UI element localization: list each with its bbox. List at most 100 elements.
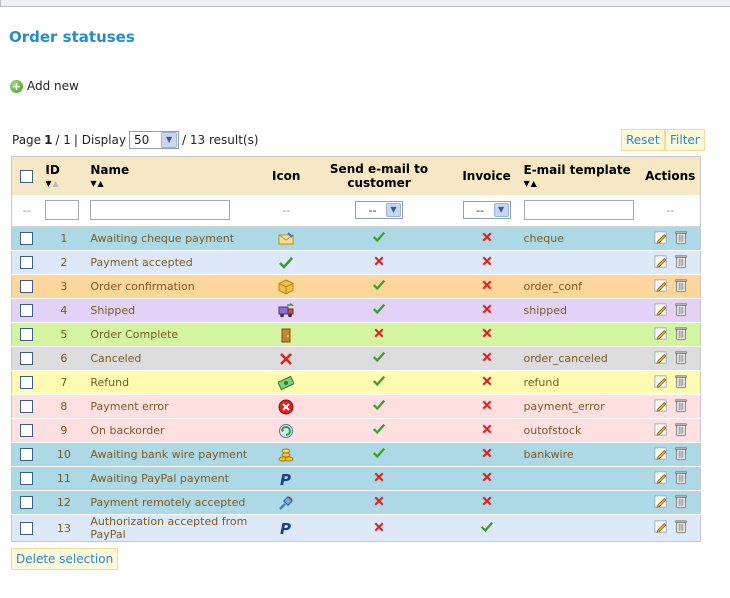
- row-checkbox[interactable]: [20, 496, 34, 510]
- select-all-checkbox[interactable]: [20, 169, 34, 183]
- table-row[interactable]: 11 Awaiting PayPal payment P: [11, 466, 701, 491]
- row-send-email[interactable]: [304, 250, 454, 275]
- trash-icon[interactable]: [674, 446, 688, 464]
- table-row[interactable]: 6 Canceled order_canceled: [11, 346, 701, 371]
- filter-invoice-select[interactable]: -- ▼: [462, 201, 511, 220]
- trash-icon[interactable]: [674, 254, 688, 272]
- filter-button[interactable]: Filter: [665, 129, 705, 151]
- row-template: bankwire: [519, 442, 641, 467]
- row-send-email[interactable]: [304, 226, 454, 251]
- row-invoice[interactable]: [453, 490, 520, 515]
- chevron-down-icon[interactable]: ▼: [493, 203, 509, 218]
- row-send-email[interactable]: [304, 298, 454, 323]
- reset-button[interactable]: Reset: [621, 129, 665, 151]
- delete-selection-button[interactable]: Delete selection: [11, 548, 119, 570]
- edit-icon[interactable]: [653, 254, 668, 272]
- row-invoice[interactable]: [453, 274, 520, 299]
- trash-icon[interactable]: [674, 470, 688, 488]
- sort-arrows[interactable]: ▼▲: [45, 179, 60, 189]
- row-invoice[interactable]: [453, 346, 520, 371]
- trash-icon[interactable]: [674, 230, 688, 248]
- filter-name-input[interactable]: [90, 200, 231, 221]
- chevron-down-icon[interactable]: ▼: [161, 132, 178, 148]
- trash-icon[interactable]: [674, 350, 688, 368]
- edit-icon[interactable]: [653, 446, 668, 464]
- trash-icon[interactable]: [674, 398, 688, 416]
- trash-icon[interactable]: [674, 374, 688, 392]
- edit-icon[interactable]: [653, 326, 668, 344]
- trash-icon[interactable]: [674, 519, 688, 537]
- table-row[interactable]: 2 Payment accepted: [11, 250, 701, 275]
- row-send-email[interactable]: [304, 442, 454, 467]
- trash-icon[interactable]: [674, 422, 688, 440]
- trash-icon[interactable]: [674, 494, 688, 512]
- row-send-email[interactable]: [304, 466, 454, 491]
- row-invoice[interactable]: [453, 322, 520, 347]
- edit-icon[interactable]: [653, 278, 668, 296]
- cross-icon: [481, 472, 493, 486]
- row-checkbox[interactable]: [20, 304, 34, 318]
- cross-icon: [373, 522, 385, 536]
- row-invoice[interactable]: [453, 418, 520, 443]
- sort-arrows[interactable]: ▼▲: [523, 179, 538, 189]
- row-invoice[interactable]: [453, 226, 520, 251]
- row-invoice[interactable]: [453, 442, 520, 467]
- trash-icon[interactable]: [674, 302, 688, 320]
- row-checkbox[interactable]: [20, 424, 34, 438]
- edit-icon[interactable]: [653, 494, 668, 512]
- row-checkbox[interactable]: [20, 328, 34, 342]
- table-row[interactable]: 4 Shipped shipped: [11, 298, 701, 323]
- row-send-email[interactable]: [304, 274, 454, 299]
- sort-arrows[interactable]: ▼▲: [90, 179, 105, 189]
- table-row[interactable]: 10 Awaiting bank wire payment bankwire: [11, 442, 701, 467]
- row-invoice[interactable]: [453, 394, 520, 419]
- filter-send-email-select[interactable]: -- ▼: [355, 201, 403, 220]
- row-checkbox[interactable]: [20, 400, 34, 414]
- edit-icon[interactable]: [653, 350, 668, 368]
- trash-icon[interactable]: [674, 278, 688, 296]
- edit-icon[interactable]: [653, 302, 668, 320]
- table-row[interactable]: 8 Payment error payment_error: [11, 394, 701, 419]
- edit-icon[interactable]: [653, 374, 668, 392]
- filter-id-input[interactable]: [45, 200, 80, 221]
- per-page-select[interactable]: 50 ▼: [129, 131, 180, 149]
- row-send-email[interactable]: [304, 514, 454, 542]
- row-send-email[interactable]: [304, 346, 454, 371]
- edit-icon[interactable]: [653, 519, 668, 537]
- table-row[interactable]: 9 On backorder outofstock: [11, 418, 701, 443]
- refresh-icon: [278, 423, 294, 439]
- table-row[interactable]: 7 Refund refund: [11, 370, 701, 395]
- row-send-email[interactable]: [304, 370, 454, 395]
- row-invoice[interactable]: [453, 514, 520, 542]
- row-checkbox[interactable]: [20, 521, 34, 535]
- row-invoice[interactable]: [453, 250, 520, 275]
- row-checkbox[interactable]: [20, 280, 34, 294]
- row-invoice[interactable]: [453, 466, 520, 491]
- row-checkbox[interactable]: [20, 256, 34, 270]
- table-row[interactable]: 13 Authorization accepted from PayPal P: [11, 514, 701, 542]
- table-row[interactable]: 12 Payment remotely accepted: [11, 490, 701, 515]
- chevron-down-icon[interactable]: ▼: [386, 203, 401, 218]
- row-checkbox[interactable]: [20, 472, 34, 486]
- table-row[interactable]: 3 Order confirmation order_conf: [11, 274, 701, 299]
- row-send-email[interactable]: [304, 322, 454, 347]
- row-invoice[interactable]: [453, 298, 520, 323]
- row-checkbox[interactable]: [20, 232, 34, 246]
- table-row[interactable]: 5 Order Complete: [11, 322, 701, 347]
- add-new-link[interactable]: + Add new: [10, 79, 79, 93]
- edit-icon[interactable]: [653, 422, 668, 440]
- filter-template-input[interactable]: [523, 200, 634, 221]
- trash-icon[interactable]: [674, 326, 688, 344]
- row-checkbox[interactable]: [20, 376, 34, 390]
- table-row[interactable]: 1 Awaiting cheque payment cheque: [11, 226, 701, 251]
- edit-icon[interactable]: [653, 230, 668, 248]
- row-checkbox[interactable]: [20, 352, 34, 366]
- row-send-email[interactable]: [304, 490, 454, 515]
- row-checkbox[interactable]: [20, 448, 34, 462]
- edit-icon[interactable]: [653, 470, 668, 488]
- row-send-email[interactable]: [304, 394, 454, 419]
- row-send-email[interactable]: [304, 418, 454, 443]
- page-title: Order statuses: [9, 28, 135, 46]
- edit-icon[interactable]: [653, 398, 668, 416]
- row-invoice[interactable]: [453, 370, 520, 395]
